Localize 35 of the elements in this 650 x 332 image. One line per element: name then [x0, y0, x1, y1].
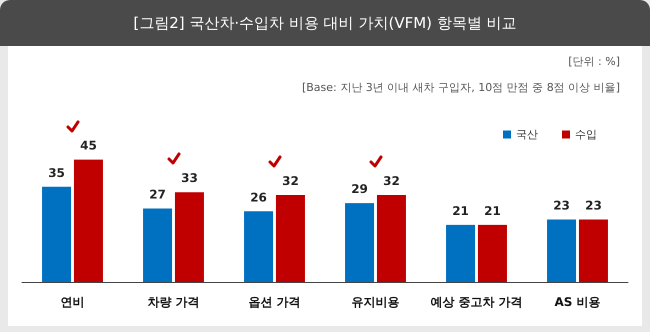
data-label: 27 — [149, 188, 166, 202]
bar — [578, 219, 608, 282]
bar — [446, 224, 476, 282]
data-label: 21 — [484, 204, 501, 218]
data-label: 32 — [383, 174, 400, 188]
bar — [547, 219, 576, 282]
x-tick-label: 유지비용 — [352, 295, 400, 309]
text: [Base: 지난 3년 이내 새차 구입자, 10점 만점 중 8점 이상 비율] — [302, 81, 620, 94]
data-label: 32 — [282, 174, 299, 188]
data-label: 26 — [250, 190, 267, 204]
x-tick-label: AS 비용 — [554, 295, 601, 309]
bar — [376, 194, 406, 282]
data-label: 23 — [585, 198, 602, 212]
data-label: 21 — [452, 204, 469, 218]
x-tick-label: 연비 — [60, 295, 84, 309]
x-tick-label: 차량 가격 — [147, 295, 200, 309]
data-label: 29 — [351, 182, 368, 196]
data-label: 33 — [181, 171, 198, 186]
data-label: 45 — [80, 138, 97, 153]
bar — [42, 186, 72, 282]
bar — [244, 211, 274, 282]
chart-title: [그림2] 국산차·수입차 비용 대비 가치(VFM) 항목별 비교 — [0, 0, 650, 46]
bar — [345, 203, 374, 282]
legend-label: 국산 — [516, 128, 538, 141]
bar — [143, 208, 172, 282]
bar — [276, 194, 305, 282]
data-label: 35 — [48, 166, 65, 180]
text: [단위 : %] — [568, 55, 620, 68]
legend-label: 수입 — [575, 128, 597, 141]
x-tick-label: 옵션 가격 — [248, 295, 301, 309]
bar — [174, 192, 204, 282]
bar — [478, 224, 507, 282]
bar — [74, 160, 103, 282]
x-tick-label: 예상 중고차 가격 — [430, 295, 523, 309]
data-label: 23 — [553, 198, 570, 212]
